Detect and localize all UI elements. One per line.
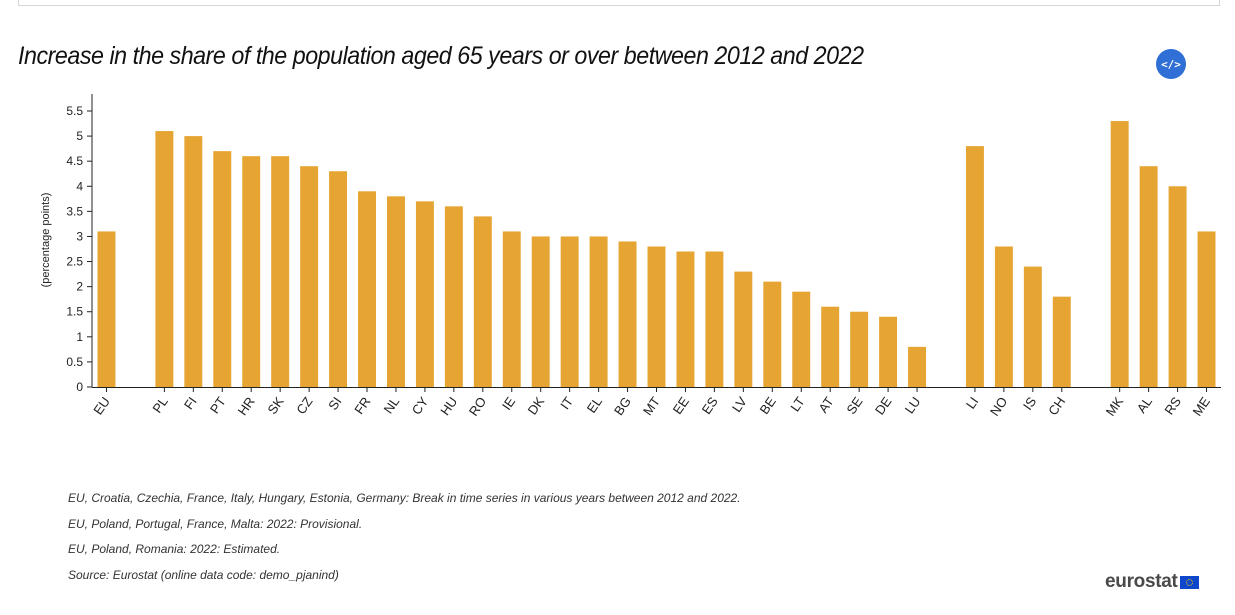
y-tick-label: 4 [76,179,83,193]
x-tick-label: LI [963,394,982,411]
x-tick-label: AT [815,394,836,415]
x-tick-label: LV [729,394,750,415]
bar-mk [1110,121,1129,387]
y-tick-label: 5 [76,129,83,143]
x-tick-label: AL [1134,394,1155,416]
eu-flag-icon [1179,575,1199,589]
bar-mt [647,246,666,387]
bar-hr [242,156,261,387]
bar-lu [908,346,927,387]
code-icon: </> [1161,57,1181,71]
bar-hu [444,206,463,387]
y-tick-label: 5.5 [66,104,83,118]
bar-fr [358,191,376,387]
bar-al [1139,166,1158,387]
y-tick-label: 2 [76,280,83,294]
bar-bg [618,241,637,387]
y-tick-label: 3 [76,229,83,243]
y-tick-label: 4.5 [66,154,83,168]
x-tick-label: CH [1045,394,1068,418]
x-tick-label: IS [1020,394,1040,413]
footnote-provisional: EU, Poland, Portugal, France, Malta: 202… [68,516,363,531]
top-frame [18,0,1220,6]
x-tick-label: FR [351,394,373,417]
y-tick-label: 1 [76,330,83,344]
bar-rs [1168,186,1187,387]
bar-sk [271,156,290,387]
x-tick-label: FI [181,394,200,412]
x-tick-label: IE [499,394,519,413]
x-tick-label: PL [149,394,170,416]
x-tick-label: EU [90,394,113,417]
bar-at [821,306,840,387]
bar-se [850,311,869,387]
x-tick-label: ES [699,394,721,417]
bar-ch [1052,296,1071,387]
x-tick-label: EL [584,394,605,416]
bar-is [1023,266,1042,387]
bar-dk [531,236,550,387]
chart-title: Increase in the share of the population … [18,42,864,70]
bar-nl [386,196,405,387]
bar-no [994,246,1013,387]
x-tick-label: NO [987,394,1010,419]
x-tick-label: MT [640,394,663,418]
x-tick-label: SI [325,394,344,413]
bar-cy [415,201,434,387]
bar-me [1197,231,1216,387]
x-tick-label: SK [264,394,286,417]
x-tick-label: PT [207,394,229,416]
bar-li [965,146,984,387]
x-tick-label: BE [757,394,779,417]
x-tick-label: BG [611,394,634,418]
bar-it [560,236,579,387]
bar-lt [792,291,811,387]
x-tick-label: HU [437,394,460,418]
bar-chart: 0 0.5 1 1.5 2 2.5 3 3.5 4 4.5 5 5.5 (percentage poin… [40,94,1221,419]
footnote-source: Source: Eurostat (online data code: demo… [68,567,339,582]
x-tick-label: EE [670,394,692,417]
x-tick-label: SE [843,394,865,417]
y-tick-label: 1.5 [66,305,83,319]
x-tick-label: NL [381,394,403,416]
x-tick-label: RO [466,394,489,419]
bar-be [763,281,782,387]
footnote-break-in-series: EU, Croatia, Czechia, France, Italy, Hun… [68,491,741,505]
x-tick-label: CZ [293,394,315,417]
bar-ie [502,231,521,387]
x-tick-label: MK [1103,394,1127,419]
bar-ee [676,251,695,387]
bar-lv [734,271,753,387]
x-tick-label: RS [1161,394,1184,418]
bar-fi [184,136,203,387]
eurostat-logo: eurostat [1105,571,1199,593]
embed-code-button[interactable]: </> [1156,49,1186,79]
x-tick-label: IT [557,394,576,412]
y-tick-label: 2.5 [66,255,83,269]
logo-text: eurostat [1105,571,1178,592]
x-tick-label: DK [525,394,548,418]
bar-pt [213,151,232,387]
x-tick-label: HR [235,394,258,418]
x-tick-label: LU [902,394,924,416]
y-tick-label: 0 [76,380,83,394]
footnotes: EU, Croatia, Czechia, France, Italy, Hun… [68,490,741,592]
bar-es [705,251,724,387]
y-tick-label: 3.5 [66,204,83,218]
bar-ro [473,216,492,387]
bar-cz [300,166,319,387]
bar-de [879,316,898,387]
y-axis-label: (percentage points) [40,193,52,288]
bar-pl [155,131,174,387]
bar-el [589,236,608,387]
x-tick-label: LT [787,394,807,414]
bar-si [329,171,348,387]
bar-eu [97,231,116,387]
footnote-estimated: EU, Poland, Romania: 2022: Estimated. [68,542,281,556]
x-tick-label: DE [872,394,895,418]
x-tick-label: CY [409,394,432,418]
x-tick-label: ME [1190,394,1214,419]
y-tick-label: 0.5 [66,355,83,369]
